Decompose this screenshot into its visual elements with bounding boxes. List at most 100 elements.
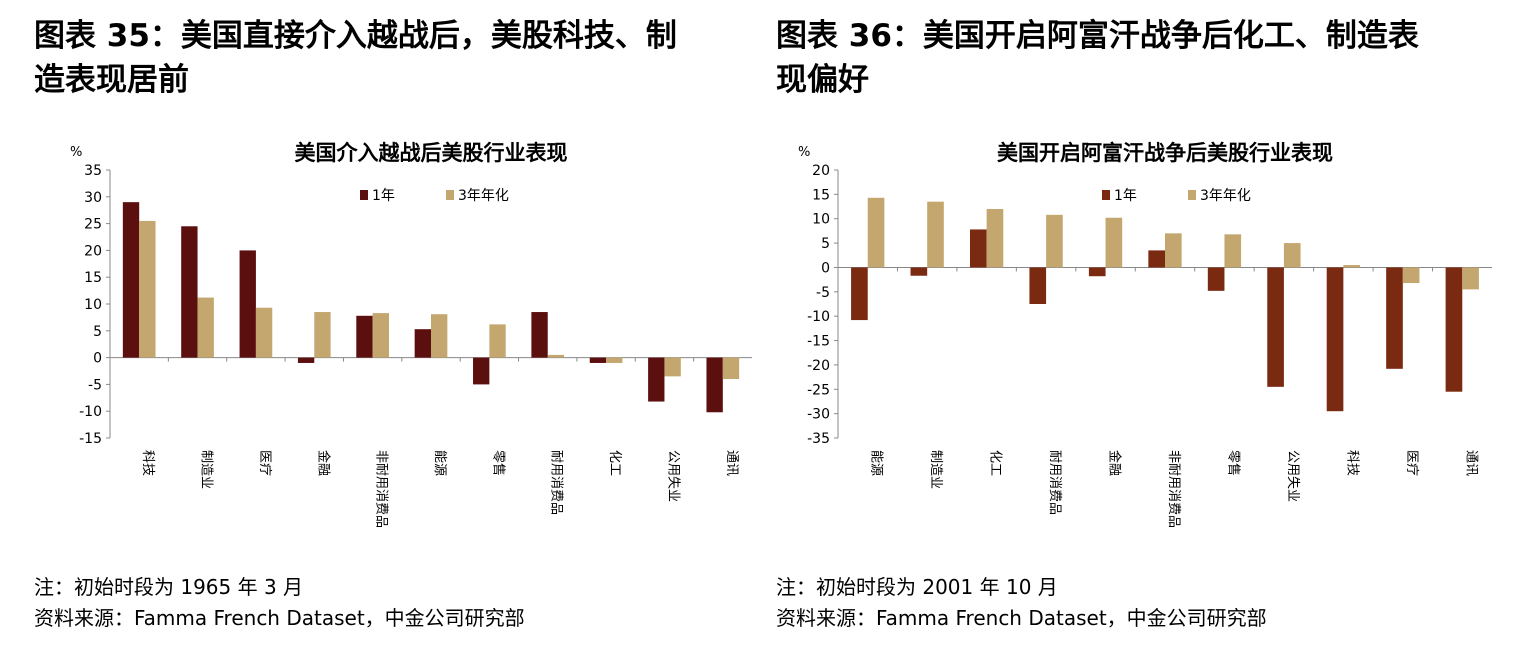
- bar: [1207, 267, 1225, 291]
- bar: [1224, 234, 1242, 268]
- bar: [589, 357, 607, 363]
- x-tick-label: 零售: [1225, 450, 1241, 476]
- x-tick-label: 通讯: [724, 450, 739, 476]
- figure-title-line2: 造表现居前: [34, 62, 189, 98]
- y-tick-label: 35: [84, 163, 102, 179]
- bar: [255, 307, 273, 358]
- figure-source: 资料来源：Famma French Dataset，中金公司研究部: [776, 606, 1267, 630]
- x-tick-label: 科技: [1344, 450, 1359, 476]
- bar: [986, 208, 1004, 268]
- bar: [197, 297, 214, 358]
- bar: [1326, 267, 1344, 412]
- bar: [1445, 267, 1463, 392]
- x-tick-label: 耐用消费品: [1047, 450, 1062, 515]
- bar: [1462, 267, 1479, 290]
- bar: [414, 329, 431, 358]
- x-tick-label: 耐用消费品: [549, 450, 564, 515]
- x-tick-label: 制造业: [928, 450, 943, 489]
- bar: [239, 250, 256, 358]
- x-tick-label: 通讯: [1463, 450, 1478, 476]
- bar: [372, 313, 389, 358]
- x-tick-label: 能源: [432, 450, 447, 476]
- legend-label: 1年: [1114, 188, 1137, 204]
- y-tick-label: -15: [807, 334, 830, 350]
- x-tick-label: 非耐用消费品: [374, 450, 389, 528]
- bar: [356, 315, 373, 358]
- bar-chart: 美国开启阿富汗战争后美股行业表现% -35 -30 -25 -20 -15 -10 -5 0 5 1…: [798, 141, 1492, 528]
- y-unit-label: %: [70, 145, 82, 160]
- legend-swatch: [446, 190, 454, 200]
- bar: [664, 357, 681, 377]
- figure-title-line1: 图表 35：美国直接介入越战后，美股科技、制: [34, 18, 677, 54]
- y-tick-label: -25: [807, 382, 830, 398]
- legend-label: 1年: [372, 188, 395, 204]
- y-tick-label: -15: [79, 431, 102, 447]
- bar: [139, 220, 156, 358]
- y-tick-label: 25: [84, 217, 102, 233]
- bar: [1029, 267, 1047, 304]
- bar: [1386, 267, 1403, 369]
- x-tick-label: 医疗: [1404, 450, 1419, 476]
- bar: [1046, 214, 1063, 268]
- figure-title: 图表 36：美国开启阿富汗战争后化工、制造表 现偏好: [776, 14, 1476, 102]
- figure-note: 注：初始时段为 2001 年 10 月: [776, 575, 1058, 599]
- y-tick-label: -10: [79, 404, 102, 420]
- figure-title: 图表 35：美国直接介入越战后，美股科技、制 造表现居前: [34, 14, 734, 102]
- bar: [606, 357, 623, 363]
- bar: [706, 357, 723, 413]
- chart-title: 美国开启阿富汗战争后美股行业表现: [997, 141, 1333, 165]
- x-tick-label: 制造业: [199, 450, 214, 489]
- bar: [722, 357, 740, 380]
- y-tick-label: -10: [807, 309, 830, 325]
- y-tick-label: 10: [84, 297, 102, 313]
- bar: [1402, 267, 1420, 284]
- bar: [122, 202, 140, 358]
- y-tick-label: 20: [812, 163, 830, 179]
- x-tick-label: 化工: [607, 450, 622, 476]
- y-tick-label: -35: [807, 431, 830, 447]
- bar: [1148, 250, 1165, 268]
- chart-title: 美国介入越战后美股行业表现: [295, 141, 568, 165]
- bar: [181, 226, 198, 358]
- bar: [531, 312, 548, 358]
- y-tick-label: 20: [84, 243, 102, 259]
- bar: [314, 312, 331, 358]
- figure-panel-left: 图表 35：美国直接介入越战后，美股科技、制 造表现居前 美国介入越战后美股行业…: [34, 0, 774, 658]
- x-tick-label: 公用失业: [1285, 450, 1300, 502]
- y-tick-label: -5: [88, 377, 102, 393]
- bar: [489, 324, 506, 358]
- bar: [1165, 233, 1182, 268]
- legend-label: 3年年化: [458, 188, 509, 204]
- bar: [297, 357, 315, 363]
- y-tick-label: 5: [821, 236, 830, 252]
- x-tick-label: 金融: [1107, 450, 1123, 476]
- bar: [1267, 267, 1284, 387]
- figure-title-line2: 现偏好: [776, 62, 869, 98]
- figure-source: 资料来源：Famma French Dataset，中金公司研究部: [34, 606, 525, 630]
- bar: [1283, 243, 1301, 268]
- bar: [927, 201, 944, 268]
- legend-swatch: [360, 190, 368, 200]
- x-tick-label: 化工: [988, 450, 1003, 476]
- y-tick-label: -20: [807, 358, 830, 374]
- x-tick-label: 能源: [869, 450, 884, 476]
- legend-swatch: [1102, 190, 1110, 200]
- y-tick-label: 5: [93, 324, 102, 340]
- x-tick-label: 非耐用消费品: [1166, 450, 1181, 528]
- y-tick-label: 10: [812, 212, 830, 228]
- y-tick-label: 15: [84, 270, 102, 286]
- bar: [473, 357, 490, 385]
- x-tick-label: 科技: [140, 450, 155, 476]
- bar: [1343, 265, 1361, 268]
- bar: [867, 197, 885, 268]
- y-tick-label: 0: [93, 351, 102, 367]
- bar: [1105, 217, 1123, 268]
- bar: [969, 229, 987, 268]
- bar-chart: 美国介入越战后美股行业表现% -15 -10 -5 0 5 10 15 20 25 30 35 科技 制造…: [70, 141, 752, 528]
- bar: [431, 314, 448, 358]
- x-tick-label: 零售: [490, 450, 506, 476]
- y-tick-label: 30: [84, 190, 102, 206]
- y-tick-label: -30: [807, 407, 830, 423]
- bar: [851, 267, 868, 321]
- figure-note: 注：初始时段为 1965 年 3 月: [34, 575, 304, 599]
